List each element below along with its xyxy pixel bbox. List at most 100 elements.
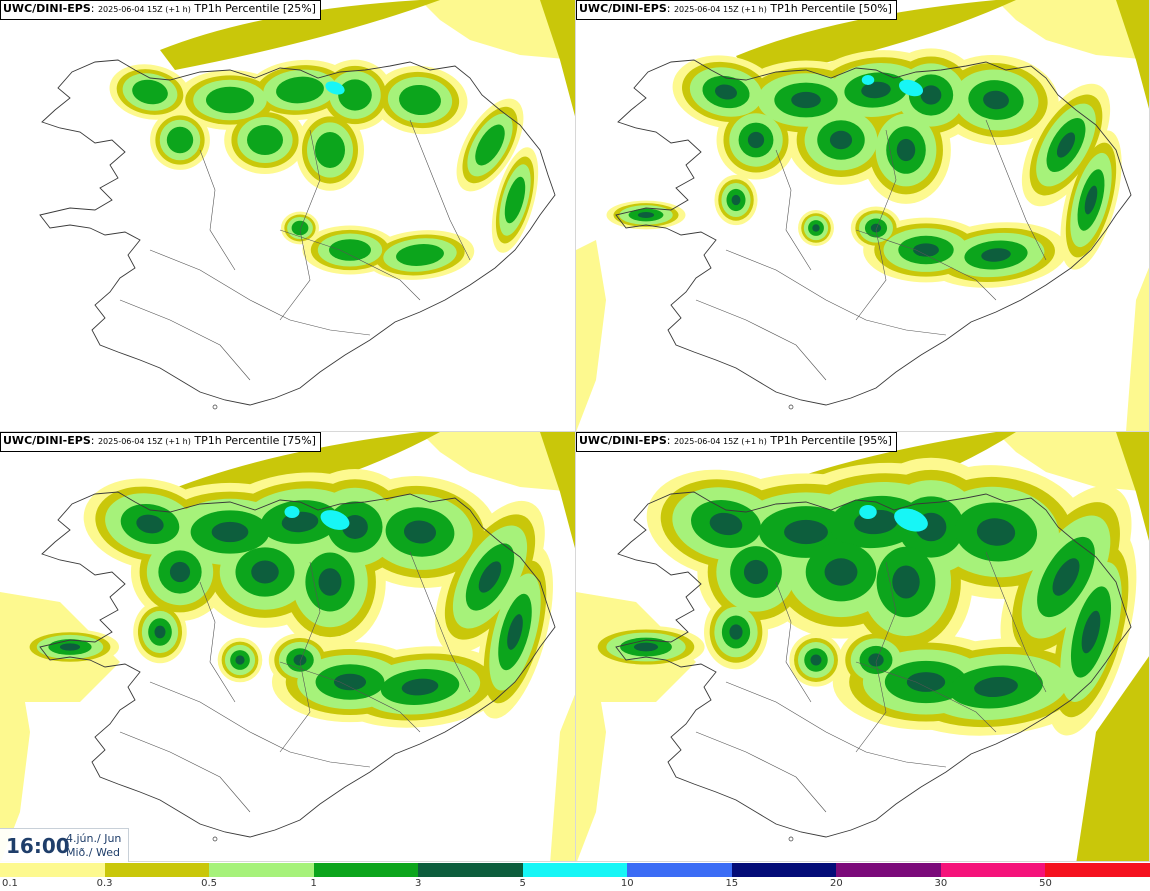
precip-area [731,194,741,206]
model-name: UWC/DINI-EPS [579,2,667,15]
precip-area-east [540,432,575,549]
road-line [199,149,236,271]
precip-map-p75 [0,432,575,861]
precip-area [206,86,254,114]
road-line [279,561,321,753]
precip-area [276,76,324,104]
precip-area-west [576,240,606,431]
coastline [615,491,1132,838]
precip-area [709,512,743,536]
precip-area [812,224,820,232]
precip-max-area [859,505,877,519]
precip-area [235,655,245,665]
coastline [615,59,1132,406]
precip-area [829,130,853,150]
map-panel-p50: UWC/DINI-EPS: 2025-06-04 15Z (+1 h) TP1h… [576,0,1150,432]
panel-title: UWC/DINI-EPS: 2025-06-04 15Z (+1 h) TP1h… [576,432,897,452]
road-line [725,681,947,768]
precip-area [913,243,939,257]
road-line [119,299,251,381]
precip-area [868,653,884,667]
map-panel-p25: UWC/DINI-EPS: 2025-06-04 15Z (+1 h) TP1h… [0,0,576,432]
precip-area-southeast [550,694,575,861]
precip-area [247,125,283,155]
precip-area [974,676,1018,698]
legend-label: 0.5 [201,878,218,889]
precip-area [59,643,81,651]
model-name: UWC/DINI-EPS [579,434,667,447]
precip-area [211,521,249,543]
precip-area [154,625,166,639]
precip-max-area [284,506,300,518]
precip-area [791,91,821,109]
precip-area [403,520,437,544]
field-name: TP1h Percentile [75%] [194,434,316,447]
precip-area [983,90,1009,110]
precip-area [166,126,194,154]
precip-area [507,614,523,650]
road-line [855,561,897,753]
panel-title: UWC/DINI-EPS: 2025-06-04 15Z (+1 h) TP1h… [0,0,321,20]
precip-area [1052,558,1080,596]
map-panel-p95: UWC/DINI-EPS: 2025-06-04 15Z (+1 h) TP1h… [576,432,1150,862]
legend-swatch [313,863,419,877]
precip-area [169,561,191,583]
field-name: TP1h Percentile [50%] [770,2,892,15]
legend-label: 15 [725,878,739,889]
field-name: TP1h Percentile [25%] [194,2,316,15]
run-time: 2025-06-04 15Z (+1 h) [97,5,191,14]
precip-area [861,81,891,99]
model-name: UWC/DINI-EPS [3,434,91,447]
precip-area-west [576,672,606,861]
precip-map-p50 [576,0,1149,431]
valid-time-box: 16:00 4.jún./ Jun Mið./ Wed [0,828,129,863]
field-name: TP1h Percentile [95%] [770,434,892,447]
legend-label: 1 [310,878,317,889]
precip-area [329,239,371,261]
run-time: 2025-06-04 15Z (+1 h) [673,5,767,14]
precip-area [132,79,168,105]
legend-label: 5 [519,878,526,889]
valid-weekday: Mið./ Wed [66,846,120,859]
precip-area [315,132,345,168]
precip-area [136,514,164,534]
legend-swatch [104,863,210,877]
precip-area [920,85,942,105]
legend-label: 0.3 [96,878,113,889]
coastline [39,59,556,406]
island-outline [212,836,218,842]
legend-swatch [836,863,941,877]
road-line [149,681,371,768]
precip-area-east [1116,0,1149,109]
precip-area-offshore [726,432,1149,492]
precip-max-area [898,79,924,97]
road-line [855,129,897,321]
road-line [199,581,236,703]
precip-area [976,518,1016,546]
legend-label: 30 [934,878,948,889]
panel-title: UWC/DINI-EPS: 2025-06-04 15Z (+1 h) TP1h… [576,0,897,20]
road-line [855,661,997,733]
legend-bar [0,863,1150,877]
precip-area [810,654,822,666]
precip-area [478,561,502,593]
legend-label: 0.1 [2,878,18,889]
precip-area [475,124,505,166]
precip-area [892,565,920,599]
precip-area-offshore-olive [736,0,1016,78]
precip-map-p95 [576,432,1149,861]
legend-label: 50 [1039,878,1052,889]
model-name: UWC/DINI-EPS [3,2,91,15]
road-line [409,119,471,261]
valid-time-clock: 16:00 [6,834,70,858]
road-line [279,229,421,301]
precip-area [784,519,828,545]
road-line [855,229,997,301]
precip-max-area [320,510,350,530]
precip-max-area [325,81,345,95]
road-line [119,731,251,813]
precip-area [637,212,655,218]
road-line [775,581,812,703]
road-line [695,731,827,813]
legend-label: 10 [620,878,634,889]
